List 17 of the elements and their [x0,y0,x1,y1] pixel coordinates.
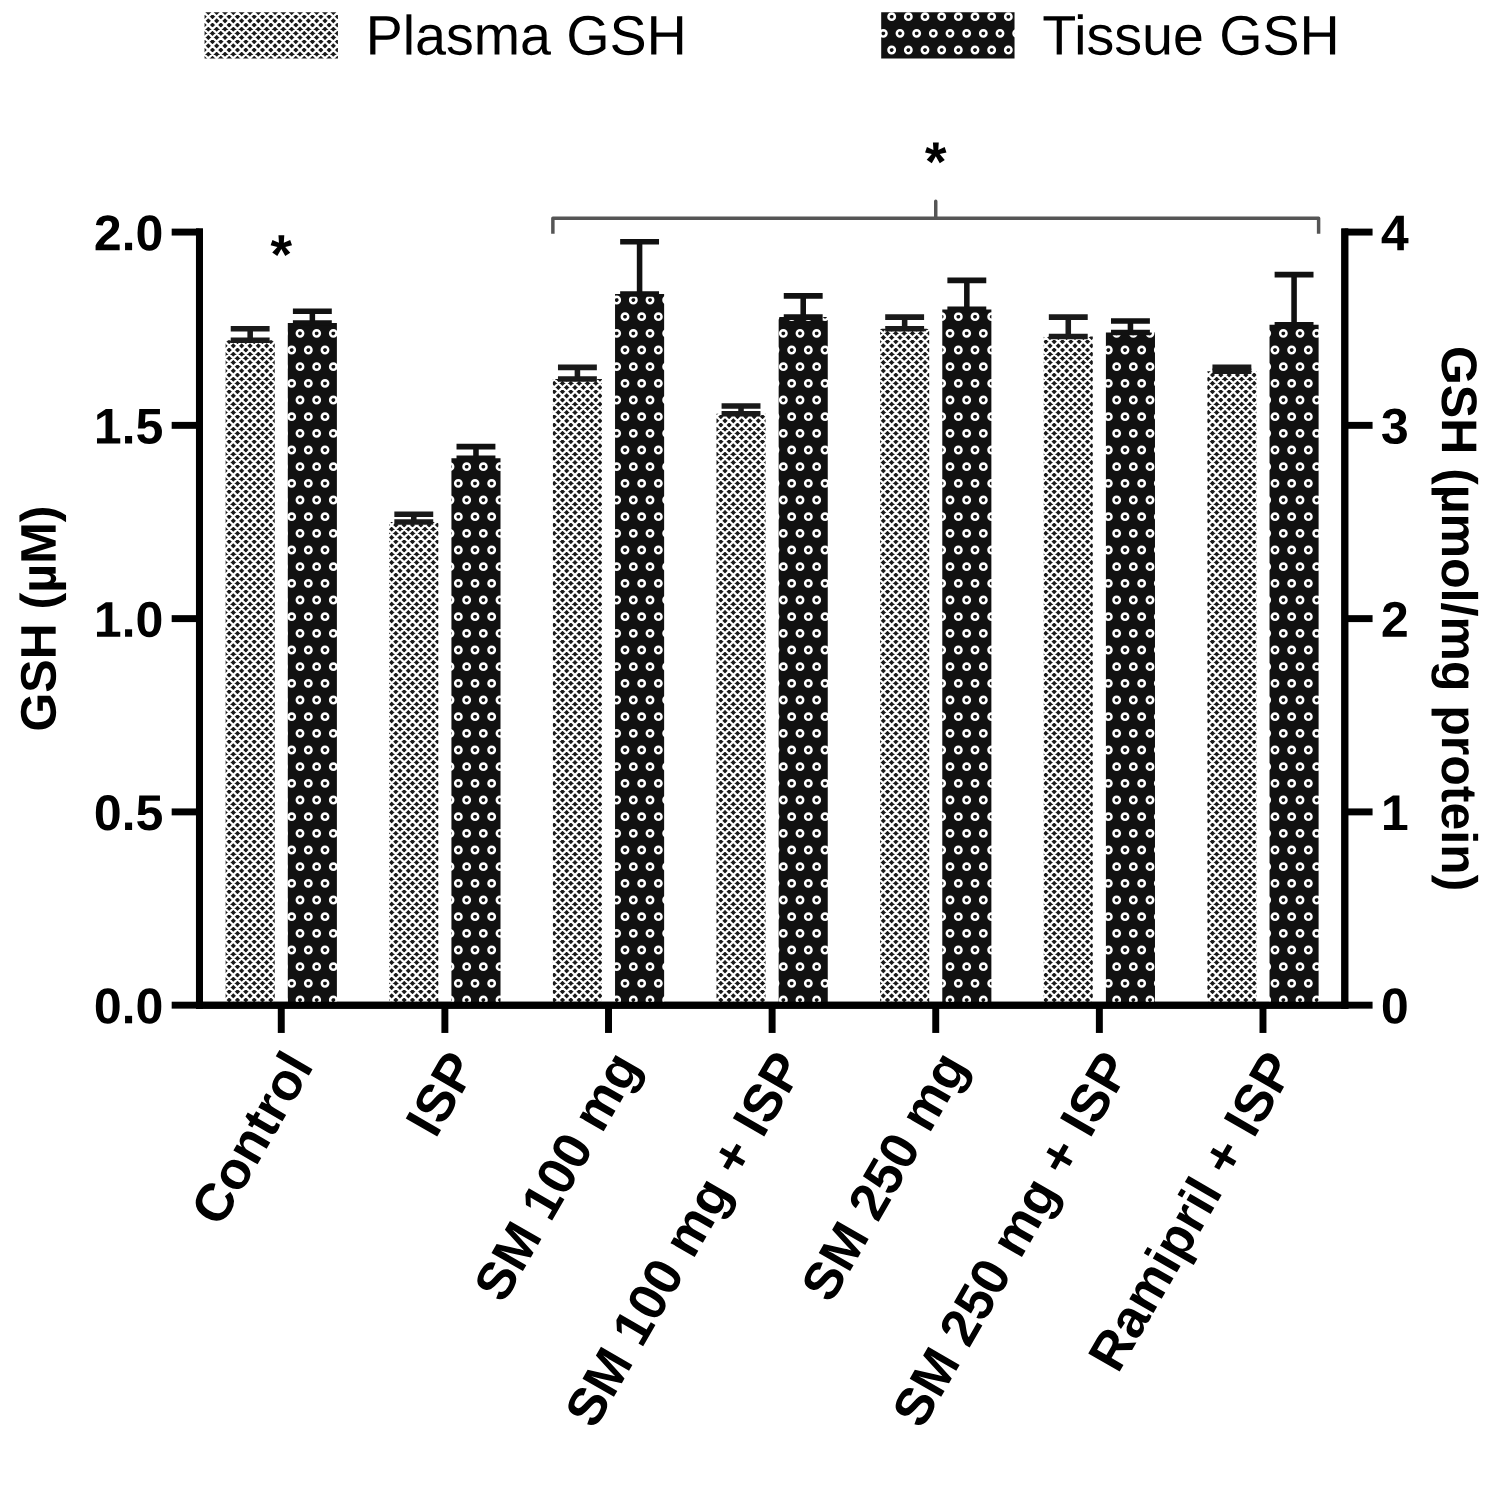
legend-label: Plasma GSH [370,14,683,56]
y-tick-label: 0.5 [95,795,162,831]
annotation: * [270,235,293,256]
y2-tick-label: 4 [1381,215,1409,251]
y-tick-label: 1.5 [96,409,162,444]
y2-tick-label: 3 [1382,408,1407,445]
y-tick-label: 2.0 [95,215,162,251]
y-tick-label: 0.0 [95,988,162,1024]
x-tick-label: ISP [405,1049,478,1137]
y-tick-label: 1.0 [96,601,162,638]
y-axis-title: GSH (µM) [19,508,67,730]
y2-tick-label: 0 [1382,988,1407,1024]
y2-axis-title: GSH (µmol/mg protein) [1431,347,1479,889]
y2-tick-label: 1 [1384,795,1408,831]
y2-tick-label: 2 [1382,601,1407,637]
text: * [925,142,947,164]
legend-label: Tissue GSH [1043,14,1336,56]
